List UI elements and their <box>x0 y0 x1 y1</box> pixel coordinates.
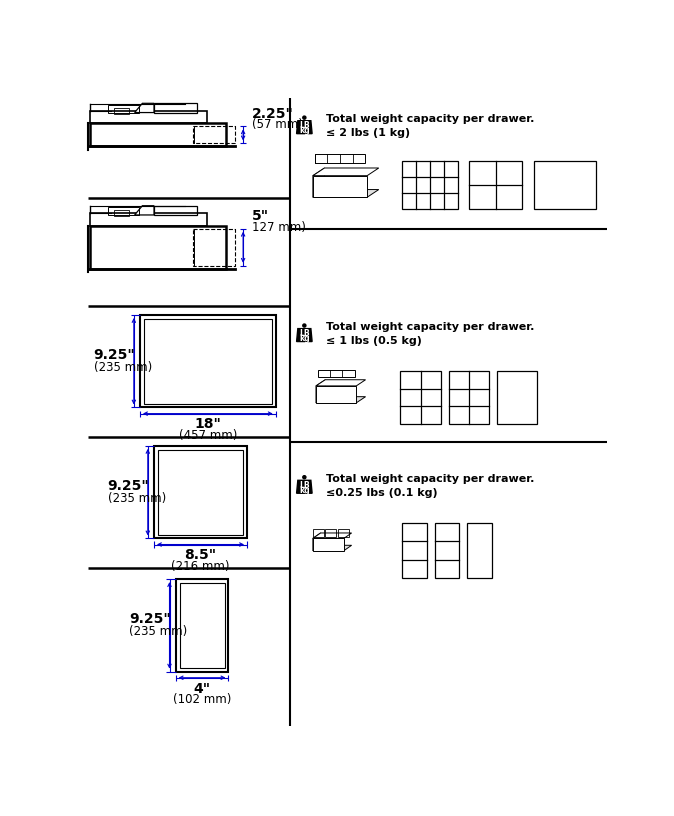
Text: kg: kg <box>299 334 309 343</box>
Bar <box>469 161 522 209</box>
Polygon shape <box>313 189 379 197</box>
Text: LB: LB <box>299 481 309 490</box>
Bar <box>402 161 458 209</box>
Text: 5": 5" <box>251 210 269 224</box>
Bar <box>313 529 324 537</box>
Polygon shape <box>316 379 326 403</box>
Bar <box>534 161 596 209</box>
Text: ≤0.25 lbs (0.1 kg): ≤0.25 lbs (0.1 kg) <box>326 488 437 498</box>
Bar <box>326 529 336 537</box>
Bar <box>154 446 247 539</box>
Text: LB: LB <box>299 122 309 131</box>
Polygon shape <box>135 104 154 113</box>
Polygon shape <box>316 379 365 386</box>
Polygon shape <box>297 481 312 493</box>
Bar <box>107 104 138 113</box>
Text: (102 mm): (102 mm) <box>173 693 231 706</box>
Polygon shape <box>313 533 321 551</box>
Text: kg: kg <box>299 126 309 135</box>
Text: Total weight capacity per drawer.: Total weight capacity per drawer. <box>326 114 534 125</box>
Bar <box>107 207 138 215</box>
Text: Total weight capacity per drawer.: Total weight capacity per drawer. <box>326 474 534 484</box>
Bar <box>90 123 226 146</box>
Bar <box>179 583 224 667</box>
Circle shape <box>303 476 306 479</box>
Text: (235 mm): (235 mm) <box>94 361 152 374</box>
Bar <box>90 111 207 123</box>
Bar <box>154 206 197 215</box>
Text: (235 mm): (235 mm) <box>107 492 166 505</box>
Text: 8.5": 8.5" <box>185 548 216 562</box>
Polygon shape <box>313 168 324 197</box>
Text: LB: LB <box>299 330 309 339</box>
Circle shape <box>303 116 306 119</box>
Bar <box>400 371 441 424</box>
Text: (235 mm): (235 mm) <box>129 625 187 638</box>
Text: (457 mm): (457 mm) <box>179 428 237 441</box>
Polygon shape <box>297 329 312 342</box>
Circle shape <box>303 324 306 327</box>
Bar <box>158 450 243 534</box>
Text: ≤ 2 lbs (1 kg): ≤ 2 lbs (1 kg) <box>326 128 410 139</box>
Bar <box>338 529 348 537</box>
Text: 18": 18" <box>194 418 221 432</box>
Polygon shape <box>313 175 367 197</box>
Bar <box>402 523 427 579</box>
Text: (57 mm): (57 mm) <box>251 118 303 131</box>
Text: 9.25": 9.25" <box>129 612 171 626</box>
Bar <box>467 523 492 579</box>
Polygon shape <box>316 386 357 403</box>
Bar <box>435 523 460 579</box>
Text: 2.25": 2.25" <box>251 107 293 121</box>
Polygon shape <box>313 168 379 175</box>
Text: 9.25": 9.25" <box>107 479 149 493</box>
Polygon shape <box>135 206 154 215</box>
Bar <box>90 214 207 226</box>
Bar <box>497 371 537 424</box>
Bar <box>315 154 365 163</box>
Bar <box>317 370 355 378</box>
Bar <box>193 228 235 266</box>
Polygon shape <box>313 545 352 551</box>
Bar <box>114 211 129 216</box>
Text: ≤ 1 lbs (0.5 kg): ≤ 1 lbs (0.5 kg) <box>326 336 422 346</box>
Text: 9.25": 9.25" <box>94 348 135 362</box>
Bar <box>90 226 226 268</box>
Bar <box>193 126 235 144</box>
Polygon shape <box>313 539 344 551</box>
Bar <box>140 315 276 407</box>
Text: 127 mm): 127 mm) <box>251 221 305 233</box>
Polygon shape <box>297 121 312 134</box>
Bar <box>154 104 197 113</box>
Bar <box>114 108 129 114</box>
Text: 4": 4" <box>193 681 210 695</box>
Bar <box>176 579 228 672</box>
Bar <box>448 371 489 424</box>
Text: kg: kg <box>299 486 309 494</box>
Polygon shape <box>316 397 365 403</box>
Text: (216 mm): (216 mm) <box>171 560 230 573</box>
Polygon shape <box>313 533 352 539</box>
Bar <box>144 319 272 404</box>
Text: Total weight capacity per drawer.: Total weight capacity per drawer. <box>326 322 534 332</box>
